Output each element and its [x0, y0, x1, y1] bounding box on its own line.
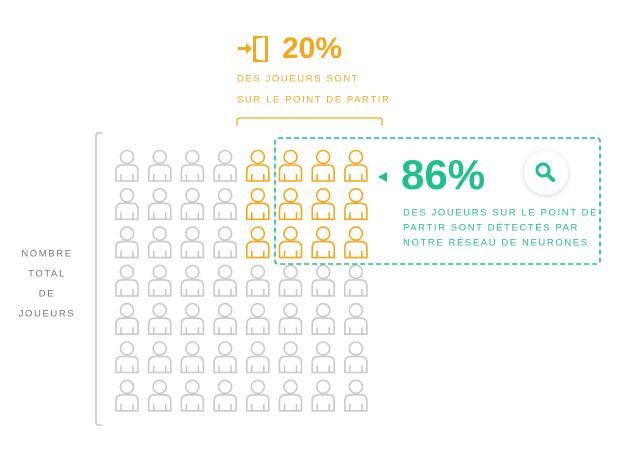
player-icon	[344, 188, 368, 221]
player-icon	[115, 149, 139, 182]
bracket	[95, 132, 102, 426]
player-icon	[344, 341, 368, 374]
player-icon	[115, 379, 139, 412]
player-icon	[344, 264, 368, 297]
player-icon	[278, 379, 303, 412]
top-stat-text: SUR LE POINT DE PARTIR	[237, 95, 390, 106]
player-icon	[311, 264, 335, 297]
player-icon	[115, 341, 139, 374]
player-icon	[246, 379, 270, 412]
player-icon	[311, 379, 335, 412]
detection-text: DES JOUEURS SUR LE POINT DE	[403, 208, 598, 219]
player-icon	[180, 341, 205, 374]
player-icon	[147, 188, 172, 221]
player-icon	[311, 188, 335, 221]
player-icon	[213, 149, 237, 182]
search-icon	[535, 162, 555, 182]
detection-text: PARTIR SONT DÉTECTÉS PAR	[403, 223, 579, 234]
player-icon	[147, 149, 172, 182]
top-stat-value: 20%	[282, 32, 342, 65]
bracket	[236, 117, 383, 126]
player-icon	[344, 302, 368, 335]
player-icon	[213, 188, 237, 221]
search-badge	[524, 151, 568, 195]
top-stat-text: DES JOUEURS SONT	[237, 74, 359, 85]
player-icon	[278, 341, 303, 374]
player-icon	[213, 264, 237, 297]
player-icon	[180, 149, 205, 182]
player-icon	[311, 341, 335, 374]
player-icon	[180, 379, 205, 412]
side-label: DE	[39, 289, 55, 300]
player-icon	[180, 302, 205, 335]
player-icon	[246, 226, 270, 259]
player-icon	[246, 341, 270, 374]
player-icon	[246, 149, 270, 182]
side-label: JOUEURS	[19, 309, 76, 320]
detection-value: 86%	[401, 151, 485, 198]
player-icon	[344, 149, 368, 182]
pointer	[378, 172, 387, 182]
player-icon	[311, 302, 335, 335]
player-icon	[278, 226, 303, 259]
detection-text: NOTRE RÉSEAU DE NEURONES	[403, 238, 589, 249]
side-label: NOMBRE	[21, 249, 72, 260]
player-icon	[246, 264, 270, 297]
side-label: TOTAL	[28, 269, 66, 280]
player-icon	[344, 379, 368, 412]
player-icon	[180, 188, 205, 221]
player-icon	[278, 264, 303, 297]
player-icon	[311, 149, 335, 182]
player-grid	[115, 149, 368, 412]
player-icon	[278, 302, 303, 335]
player-icon	[344, 226, 368, 259]
player-icon	[213, 226, 237, 259]
player-icon	[147, 379, 172, 412]
player-icon	[246, 302, 270, 335]
player-icon	[147, 341, 172, 374]
player-icon	[115, 226, 139, 259]
player-icon	[147, 226, 172, 259]
player-icon	[278, 149, 303, 182]
player-icon	[213, 341, 237, 374]
player-icon	[180, 264, 205, 297]
player-icon	[115, 188, 139, 221]
door-icon	[238, 36, 268, 62]
player-icon	[147, 302, 172, 335]
player-icon	[246, 188, 270, 221]
player-icon	[213, 302, 237, 335]
player-icon	[278, 188, 303, 221]
player-icon	[115, 264, 139, 297]
player-icon	[311, 226, 335, 259]
player-icon	[180, 226, 205, 259]
player-icon	[147, 264, 172, 297]
player-icon	[115, 302, 139, 335]
player-icon	[213, 379, 237, 412]
